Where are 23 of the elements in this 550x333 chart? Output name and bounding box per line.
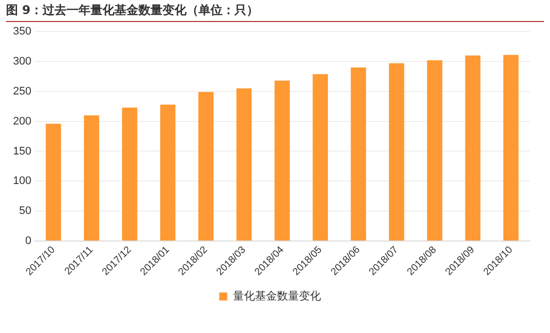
y-tick-label: 100	[12, 175, 32, 188]
legend-label: 量化基金数量变化	[232, 290, 321, 303]
y-tick-label: 150	[12, 145, 32, 158]
bar	[274, 80, 290, 240]
y-tick-label: 350	[12, 26, 32, 38]
bar	[46, 124, 62, 240]
bar	[198, 92, 214, 240]
bar	[160, 104, 176, 240]
y-tick-label: 250	[12, 85, 32, 98]
bar	[84, 115, 100, 240]
y-tick-label: 50	[19, 205, 32, 218]
y-tick-label: 0	[25, 234, 32, 247]
bar	[350, 67, 366, 240]
bar	[465, 56, 480, 240]
bar	[312, 74, 328, 240]
bar	[388, 63, 404, 240]
bar	[427, 60, 442, 240]
y-tick-label: 300	[12, 56, 32, 68]
bar	[122, 108, 138, 240]
y-tick-label: 200	[12, 115, 32, 128]
bar	[503, 54, 519, 240]
bar	[236, 88, 252, 240]
chart-title: 图 9：过去一年量化基金数量变化（单位：只）	[6, 2, 544, 22]
